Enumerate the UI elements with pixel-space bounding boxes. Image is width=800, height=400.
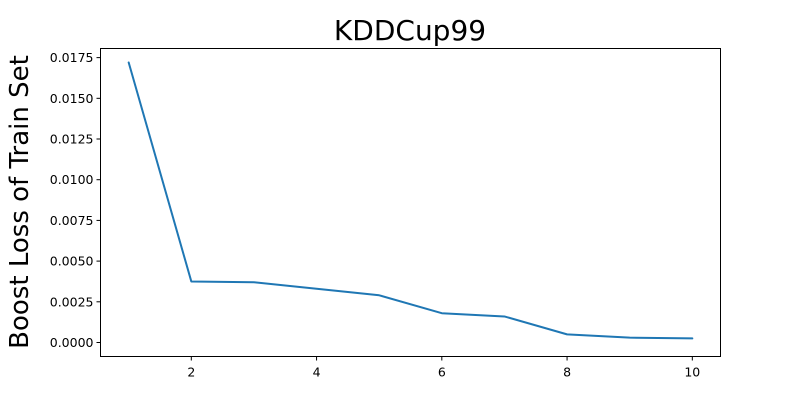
y-tick-label: 0.0150 bbox=[50, 91, 94, 106]
y-tick-label: 0.0050 bbox=[50, 254, 94, 269]
y-tick-label: 0.0025 bbox=[50, 294, 94, 309]
x-tick-label: 10 bbox=[684, 365, 700, 380]
plot-area bbox=[127, 61, 694, 340]
axes-frame bbox=[100, 48, 721, 357]
chart-title: KDDCup99 bbox=[334, 14, 486, 47]
x-tick-label: 8 bbox=[563, 365, 571, 380]
y-axis-label: Boost Loss of Train Set bbox=[5, 55, 35, 349]
x-tick-label: 2 bbox=[187, 365, 195, 380]
x-tick-label: 4 bbox=[313, 365, 321, 380]
series-line bbox=[127, 61, 694, 340]
x-axis: 2 4 6 8 10 bbox=[187, 356, 700, 380]
y-axis: 0.0000 0.0025 0.0050 0.0075 0.0100 0.0125 0.01… bbox=[50, 50, 101, 350]
y-tick-label: 0.0100 bbox=[50, 172, 94, 187]
y-tick-label: 0.0000 bbox=[50, 335, 94, 350]
y-tick-label: 0.0125 bbox=[50, 132, 94, 147]
x-tick-label: 6 bbox=[438, 365, 446, 380]
y-tick-label: 0.0175 bbox=[50, 50, 94, 65]
y-tick-label: 0.0075 bbox=[50, 213, 94, 228]
